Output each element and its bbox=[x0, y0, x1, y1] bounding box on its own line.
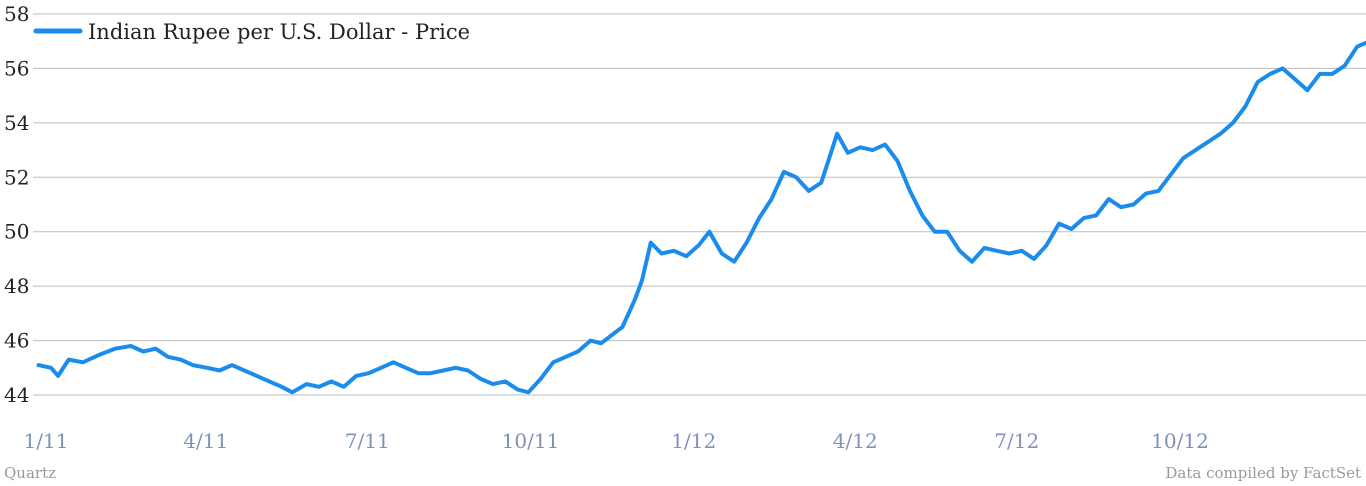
y-tick-label: 46 bbox=[4, 329, 29, 353]
x-tick-label: 10/12 bbox=[1151, 429, 1209, 453]
x-axis-tick-labels: 1/11 4/11 7/11 10/11 1/12 4/12 7/12 10/12 bbox=[24, 429, 1209, 453]
y-tick-label: 56 bbox=[4, 56, 29, 80]
source-right: Data compiled by FactSet bbox=[1165, 464, 1361, 482]
legend-label: Indian Rupee per U.S. Dollar - Price bbox=[88, 20, 470, 44]
y-tick-label: 48 bbox=[4, 274, 29, 298]
x-tick-label: 1/12 bbox=[671, 429, 716, 453]
legend: Indian Rupee per U.S. Dollar - Price bbox=[33, 20, 470, 44]
x-tick-label: 10/11 bbox=[502, 429, 560, 453]
gridlines bbox=[33, 13, 1366, 396]
y-tick-label: 58 bbox=[4, 2, 29, 26]
x-tick-label: 7/12 bbox=[994, 429, 1039, 453]
y-tick-label: 54 bbox=[4, 111, 29, 135]
y-tick-label: 52 bbox=[4, 165, 29, 189]
series-line-0 bbox=[36, 40, 1366, 395]
x-tick-label: 4/12 bbox=[833, 429, 878, 453]
y-axis-tick-labels: 44 46 48 50 52 54 56 58 bbox=[4, 2, 29, 407]
x-tick-label: 1/11 bbox=[24, 429, 69, 453]
series-lines bbox=[36, 40, 1366, 395]
y-tick-label: 44 bbox=[4, 383, 29, 407]
y-tick-label: 50 bbox=[4, 220, 29, 244]
source-left: Quartz bbox=[4, 464, 56, 482]
x-tick-label: 4/11 bbox=[183, 429, 228, 453]
x-tick-label: 7/11 bbox=[345, 429, 390, 453]
